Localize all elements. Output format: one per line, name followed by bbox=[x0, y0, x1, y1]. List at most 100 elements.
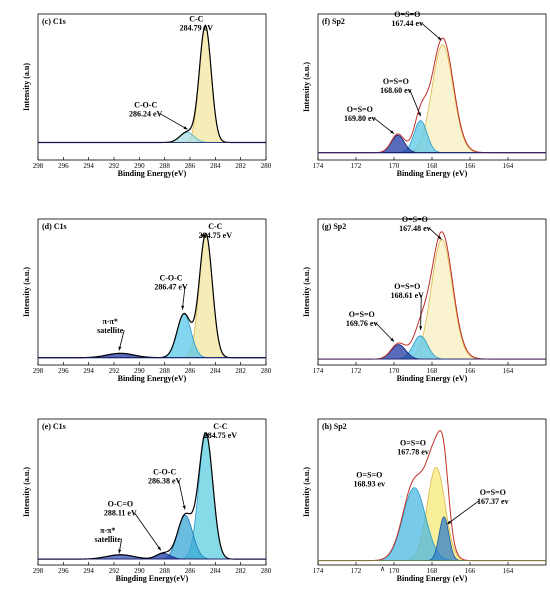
x-tick-label: 290 bbox=[134, 567, 145, 575]
plot-frame bbox=[37, 418, 267, 566]
x-tick-label: 282 bbox=[235, 367, 246, 375]
peak-o-s-o-0 bbox=[318, 239, 546, 360]
arrow-head bbox=[181, 305, 185, 310]
annotation-text: O=S=O bbox=[347, 105, 373, 114]
annotation-text: C-C bbox=[189, 14, 203, 23]
x-tick-label: 164 bbox=[503, 162, 514, 170]
x-tick-label: 286 bbox=[185, 162, 196, 170]
arrow-head bbox=[118, 346, 122, 351]
annotation-text: 288.11 eV bbox=[104, 509, 137, 518]
arrow-head bbox=[419, 326, 423, 330]
x-tick-label: 168 bbox=[427, 367, 438, 375]
annotation-text: satellite bbox=[97, 326, 124, 335]
peak-annotation: π-π*satellite bbox=[97, 317, 125, 351]
annotation-text: C-C bbox=[208, 222, 222, 231]
annotation-arrow bbox=[409, 89, 421, 117]
annotation-text: 169.80 ev bbox=[344, 114, 376, 123]
x-tick-label: 288 bbox=[159, 567, 170, 575]
x-tick-label: 280 bbox=[261, 367, 272, 375]
annotation-text: π-π* bbox=[100, 526, 115, 535]
panel-label: (h) Sp2 bbox=[322, 422, 347, 431]
spectrum-line bbox=[38, 432, 266, 560]
x-tick-label: 292 bbox=[109, 567, 120, 575]
arrow-head bbox=[390, 337, 394, 342]
panel-label: (f) Sp2 bbox=[322, 17, 345, 26]
x-tick-label: 298 bbox=[33, 567, 44, 575]
x-axis-title: Binding Energy(eV) bbox=[118, 374, 187, 383]
x-tick-label: 166 bbox=[465, 367, 476, 375]
x-tick-label: 168 bbox=[427, 162, 438, 170]
arrow-head bbox=[201, 233, 206, 237]
y-axis-title: Intensity (a.u) bbox=[22, 63, 31, 111]
annotation-text: O=S=O bbox=[394, 10, 420, 19]
arrow-head bbox=[417, 112, 421, 117]
x-tick-label: 172 bbox=[351, 367, 362, 375]
peak-annotation: π-π*satellite bbox=[95, 526, 123, 554]
x-tick-label: 286 bbox=[185, 367, 196, 375]
annotation-text: 168.93 ev bbox=[354, 479, 386, 488]
panel-f: 174 172 170 168 166 164 Binding Energy (eV) Int… bbox=[302, 10, 547, 178]
x-tick-label: 282 bbox=[235, 162, 246, 170]
arrow-head bbox=[205, 432, 209, 437]
annotation-text: O=S=O bbox=[400, 438, 426, 447]
panel-d: 298 296 294 292 290 288 286 284 282 280 Binding En… bbox=[22, 218, 272, 383]
annotation-arrow bbox=[182, 286, 186, 310]
panel-label: (c) C1s bbox=[42, 17, 66, 26]
x-tick-label: 280 bbox=[261, 567, 272, 575]
x-tick-label: 296 bbox=[58, 367, 69, 375]
arrow-head bbox=[157, 546, 161, 551]
x-tick-label: 292 bbox=[109, 162, 120, 170]
y-axis-title: Intensity (a.u.) bbox=[22, 467, 31, 517]
annotation-text: 284.75 eV bbox=[204, 431, 238, 440]
y-axis-title: Intensity (a.u.) bbox=[22, 267, 31, 317]
x-tick-label: 170 bbox=[389, 162, 400, 170]
peak-o-s-o-0 bbox=[318, 44, 546, 154]
x-tick-label: 168 bbox=[427, 567, 438, 575]
x-tick-label: 174 bbox=[313, 367, 324, 375]
x-tick-label: 280 bbox=[261, 162, 272, 170]
annotation-text: 167.37 ev bbox=[477, 497, 509, 506]
x-tick-label: 284 bbox=[210, 162, 221, 170]
annotation-text: C-O-C bbox=[153, 467, 176, 476]
arrow-head bbox=[437, 36, 442, 41]
annotation-text: 168.61 eV bbox=[391, 291, 425, 300]
annotation-text: 286.47 eV bbox=[154, 282, 188, 291]
annotation-text: O-C=O bbox=[108, 500, 133, 509]
x-axis-title: Binding Energy(eV) bbox=[118, 169, 187, 178]
annotation-text: π-π* bbox=[102, 317, 117, 326]
peak-c-c-0 bbox=[38, 433, 266, 560]
peak-c-o-c-1 bbox=[38, 131, 266, 143]
plot-frame bbox=[37, 13, 267, 161]
x-tick-label: 284 bbox=[210, 567, 221, 575]
x-tick-label: 282 bbox=[235, 567, 246, 575]
annotation-text: satellite bbox=[95, 535, 122, 544]
annotation-arrow bbox=[159, 113, 188, 130]
x-axis-title: Binding Energy (eV) bbox=[397, 169, 468, 178]
x-tick-label: 172 bbox=[351, 162, 362, 170]
annotation-text: 169.76 ev bbox=[346, 319, 378, 328]
x-tick-label: 296 bbox=[58, 567, 69, 575]
annotation-text: O=S=O bbox=[480, 488, 506, 497]
extra-mark: ∧ bbox=[380, 565, 385, 573]
annotation-text: O=S=O bbox=[383, 77, 409, 86]
x-tick-label: 174 bbox=[313, 567, 324, 575]
peak-c-o-c-1 bbox=[38, 313, 266, 359]
annotation-text: O=S=O bbox=[349, 310, 375, 319]
panel-label: (d) C1s bbox=[42, 222, 67, 231]
x-tick-label: 284 bbox=[210, 367, 221, 375]
annotation-text: 168.60 ev bbox=[380, 86, 412, 95]
x-tick-label: 296 bbox=[58, 162, 69, 170]
annotation-text: 284.79 eV bbox=[180, 23, 214, 32]
panel-label: (g) Sp2 bbox=[322, 222, 346, 231]
